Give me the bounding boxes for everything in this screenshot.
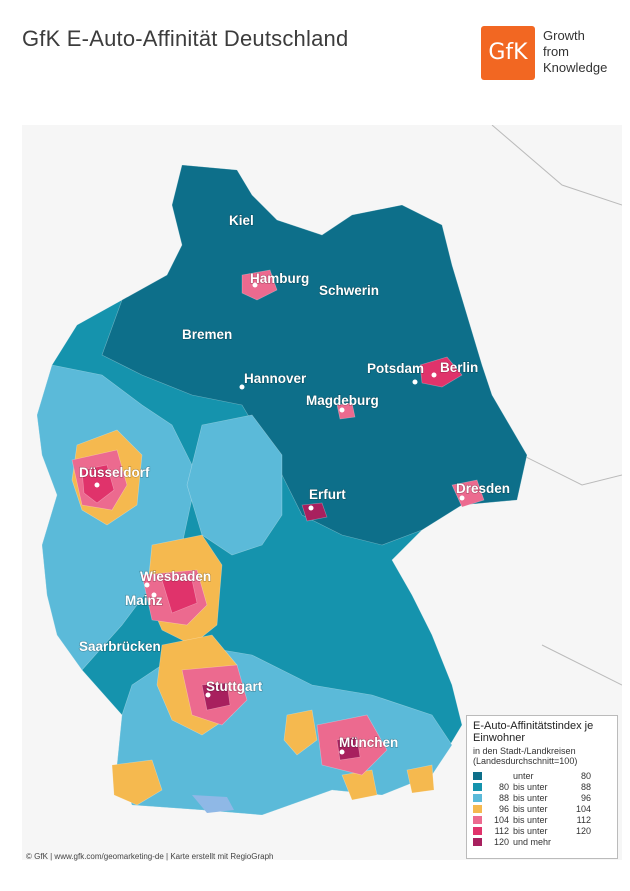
- legend-row: 96 bis unter 104: [473, 804, 613, 815]
- legend-title: E-Auto-Affinitätstindex je Einwohner: [473, 720, 594, 744]
- tagline-line-2: from: [543, 44, 569, 59]
- city-label-bremen: Bremen: [182, 327, 232, 342]
- legend-swatch: [473, 794, 482, 802]
- city-dot-potsdam: [412, 379, 418, 385]
- legend-subtitle-line-2: (Landesdurchschnitt=100): [473, 756, 578, 766]
- legend-from: 88: [498, 793, 509, 803]
- lake-constance: [192, 795, 234, 813]
- region-rhein-main-red: [161, 579, 198, 614]
- region-dresden-pink: [451, 479, 485, 508]
- legend-swatch: [473, 805, 482, 813]
- neighbor-borders: [491, 125, 622, 686]
- brand-block: GfK Growth from Knowledge: [481, 26, 621, 86]
- legend-mid: bis unter: [513, 782, 548, 792]
- legend-row: 120 und mehr: [473, 837, 613, 848]
- legend-subtitle-line-1: in den Stadt-/Landkreisen: [473, 746, 576, 756]
- city-dot-hannover: [239, 384, 245, 390]
- city-label-saarbruecken: Saarbrücken: [79, 639, 161, 654]
- map-legend: E-Auto-Affinitätstindex je Einwohner in …: [466, 715, 618, 859]
- legend-swatch: [473, 783, 482, 791]
- legend-from: 104: [493, 815, 509, 825]
- legend-rows: unter 80 80 bis unter 88 88 bis unter 96…: [473, 771, 613, 848]
- legend-to: 88: [580, 782, 591, 792]
- city-dot-mainz: [151, 592, 157, 598]
- city-label-hannover: Hannover: [244, 371, 307, 386]
- legend-swatch: [473, 772, 482, 780]
- city-label-hamburg: Hamburg: [250, 271, 309, 286]
- legend-to: 104: [575, 804, 591, 814]
- region-se-yellow: [406, 764, 435, 794]
- brand-tagline: Growth from Knowledge: [543, 28, 607, 76]
- legend-mid: bis unter: [513, 793, 548, 803]
- tagline-line-1: Growth: [543, 28, 585, 43]
- city-label-schwerin: Schwerin: [319, 283, 379, 298]
- legend-row: 104 bis unter 112: [473, 815, 613, 826]
- legend-to: 96: [580, 793, 591, 803]
- city-dot-dresden: [459, 495, 465, 501]
- city-label-erfurt: Erfurt: [309, 487, 346, 502]
- legend-from: 112: [494, 826, 509, 836]
- city-dot-magdeburg: [339, 407, 345, 413]
- city-dot-berlin: [431, 372, 437, 378]
- city-dot-erfurt: [308, 505, 314, 511]
- legend-mid: bis unter: [513, 826, 548, 836]
- legend-mid: bis unter: [513, 804, 548, 814]
- legend-row: 80 bis unter 88: [473, 782, 613, 793]
- legend-swatch: [473, 827, 482, 835]
- city-label-dresden: Dresden: [456, 481, 510, 496]
- region-hesse-light: [186, 414, 283, 556]
- tagline-line-3: Knowledge: [543, 60, 608, 75]
- city-dot-hamburg: [252, 282, 258, 288]
- region-stuttgart-red: [201, 682, 231, 711]
- region-hamburg-pink: [241, 269, 278, 301]
- region-berlin-red: [419, 356, 463, 388]
- legend-swatch: [473, 816, 482, 824]
- city-label-kiel: Kiel: [229, 213, 254, 228]
- legend-to: 80: [580, 771, 591, 781]
- city-label-muenchen: München: [339, 735, 398, 750]
- city-dot-stuttgart: [205, 692, 211, 698]
- legend-mid: und mehr: [513, 837, 552, 847]
- city-dot-wiesbaden: [144, 582, 150, 588]
- legend-row: 112 bis unter 120: [473, 826, 613, 837]
- city-label-wiesbaden: Wiesbaden: [140, 569, 211, 584]
- legend-from: 80: [498, 782, 509, 792]
- city-label-stuttgart: Stuttgart: [206, 679, 263, 694]
- legend-to: 112: [576, 815, 591, 825]
- germany-map: Kiel Hamburg Schwerin Bremen Hannover Po…: [36, 125, 622, 816]
- legend-swatch: [473, 838, 482, 846]
- legend-mid: unter: [513, 771, 534, 781]
- gfk-logo: GfK: [481, 26, 535, 80]
- legend-from: 96: [498, 804, 509, 814]
- city-dot-muenchen: [339, 749, 345, 755]
- city-label-mainz: Mainz: [125, 593, 163, 608]
- city-label-magdeburg: Magdeburg: [306, 393, 379, 408]
- legend-subtitle: in den Stadt-/Landkreisen (Landesdurchsc…: [473, 746, 577, 766]
- city-label-potsdam: Potsdam: [367, 361, 424, 376]
- legend-row: unter 80: [473, 771, 613, 782]
- region-bavaria-yellow: [283, 709, 318, 756]
- city-label-berlin: Berlin: [440, 360, 478, 375]
- city-dot-duesseldorf: [94, 482, 100, 488]
- page-title: GfK E-Auto-Affinität Deutschland: [22, 26, 349, 51]
- legend-row: 88 bis unter 96: [473, 793, 613, 804]
- city-label-duesseldorf: Düsseldorf: [79, 465, 150, 480]
- region-magdeburg-pink: [336, 402, 356, 420]
- copyright-footer: © GfK | www.gfk.com/geomarketing-de | Ka…: [26, 852, 274, 861]
- region-alps-yellow: [111, 759, 163, 806]
- city-markers: [94, 282, 465, 755]
- legend-mid: bis unter: [513, 815, 548, 825]
- legend-to: 120: [575, 826, 591, 836]
- legend-from: 120: [493, 837, 509, 847]
- region-erfurt-red: [301, 502, 328, 522]
- map-area: Kiel Hamburg Schwerin Bremen Hannover Po…: [22, 125, 622, 860]
